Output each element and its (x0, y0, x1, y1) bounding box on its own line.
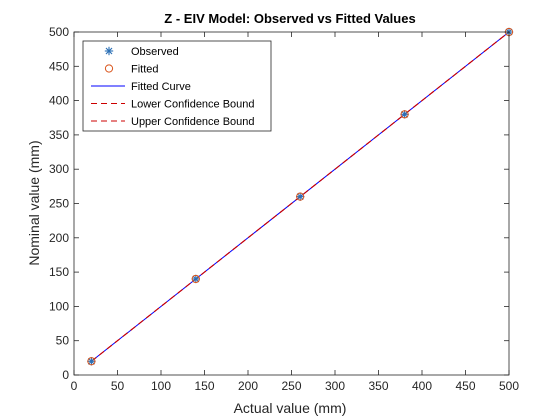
point-observed (87, 357, 96, 366)
chart-title: Z - EIV Model: Observed vs Fitted Values (164, 11, 415, 26)
y-tick-label: 50 (56, 334, 70, 348)
x-tick-label: 400 (412, 379, 432, 393)
x-tick-label: 350 (368, 379, 388, 393)
legend-label-observed: Observed (131, 46, 179, 58)
legend-label-lower-confidence-bound: Lower Confidence Bound (131, 99, 255, 111)
y-tick-label: 450 (49, 59, 69, 73)
legend-symbol-observed (104, 46, 114, 56)
y-tick-label: 100 (49, 299, 69, 313)
axis-ticks: 0 50 100 150 200 250 300 350 400 450 500 0 50 100 150 2… (49, 25, 519, 393)
point-observed (191, 274, 200, 284)
y-tick-label: 350 (49, 128, 69, 142)
x-axis-label: Actual value (mm) (234, 400, 347, 416)
y-tick-label: 250 (49, 197, 69, 211)
x-tick-label: 0 (71, 379, 78, 393)
point-fitted (400, 110, 409, 119)
x-tick-label: 250 (281, 379, 301, 393)
x-tick-label: 100 (151, 379, 171, 393)
y-tick-label: 200 (49, 231, 69, 245)
x-tick-label: 300 (325, 379, 345, 393)
y-tick-label: 500 (49, 25, 69, 39)
point-observed (296, 192, 305, 201)
legend-symbol-fitted (104, 64, 114, 73)
point-observed (400, 110, 409, 119)
legend: Observed Fitted Fitted Curve Lower Confiden… (82, 40, 272, 132)
point-fitted (87, 357, 96, 366)
legend-label-fitted: Fitted (131, 64, 159, 76)
x-tick-label: 500 (499, 379, 519, 393)
x-tick-label: 200 (238, 379, 258, 393)
point-fitted (296, 192, 305, 201)
y-tick-label: 400 (49, 94, 69, 108)
x-tick-label: 450 (455, 379, 475, 393)
y-axis-label: Nominal value (mm) (26, 140, 42, 265)
x-tick-label: 50 (111, 379, 125, 393)
y-tick-label: 300 (49, 162, 69, 176)
y-tick-label: 0 (62, 368, 69, 382)
y-tick-label: 150 (49, 265, 69, 279)
x-tick-label: 150 (194, 379, 214, 393)
point-fitted (191, 274, 200, 284)
legend-label-fitted-curve: Fitted Curve (131, 81, 191, 93)
legend-label-upper-confidence-bound: Upper Confidence Bound (131, 116, 255, 128)
